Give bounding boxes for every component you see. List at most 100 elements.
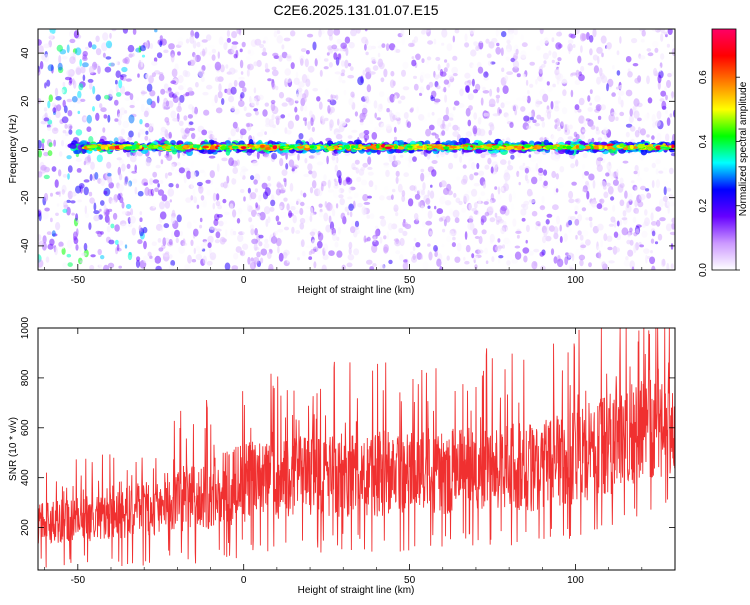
spectrogram-noise-point (499, 109, 502, 114)
spectrogram-noise-point (341, 60, 345, 67)
spectrogram-noise-point (247, 64, 254, 71)
spectrogram-noise-point (67, 240, 73, 249)
spectrogram-noise-point (400, 238, 405, 246)
spectrogram-noise-point (108, 240, 114, 245)
spectrogram-noise-point (449, 118, 453, 121)
spectrogram-noise-point (77, 168, 82, 173)
spectrogram-noise-point (582, 172, 585, 179)
spectrogram-noise-point (559, 166, 564, 172)
spectrogram-noise-point (497, 238, 500, 242)
spectrogram-noise-point (496, 29, 499, 37)
spectrogram-noise-point (653, 68, 657, 76)
spectrogram-noise-point (414, 36, 418, 43)
spectrogram-noise-point (440, 152, 444, 155)
spectrogram-noise-point (601, 261, 606, 268)
spectrogram-noise-point (50, 218, 53, 223)
spectrogram-noise-point (306, 135, 310, 139)
signal-band-point (273, 145, 278, 149)
spectrogram-noise-point (109, 89, 113, 97)
spectrogram-noise-point (158, 238, 162, 243)
spectrogram-noise-point (137, 73, 140, 77)
spectrogram-noise-point (80, 260, 83, 263)
spectrogram-noise-point (71, 213, 75, 216)
spectrogram-noise-point (437, 208, 444, 214)
spectrogram-noise-point (671, 71, 674, 76)
spectrogram-noise-point (118, 240, 123, 245)
spectrogram-noise-point (468, 93, 474, 100)
spectrogram-noise-point (332, 233, 337, 241)
spectrogram-noise-point (255, 214, 261, 221)
spectrogram-noise-point (260, 258, 263, 264)
spectrogram-noise-point (412, 56, 415, 59)
spectrogram-noise-point (98, 260, 103, 268)
spectrogram-noise-point (81, 253, 87, 256)
spectrogram-noise-point (145, 41, 148, 50)
signal-band-point (637, 144, 644, 148)
spectrogram-noise-point (201, 71, 204, 75)
spectrogram-noise-point (586, 191, 589, 200)
spectrogram-noise-point (542, 121, 545, 127)
spectrogram-noise-point (404, 112, 409, 119)
spectrogram-noise-point (663, 181, 669, 186)
spectrogram-noise-point (601, 53, 604, 58)
spectrogram-noise-point (372, 132, 378, 140)
spectrogram-noise-point (506, 71, 513, 75)
spectrogram-noise-point (172, 69, 178, 78)
spectrogram-noise-point (56, 104, 61, 111)
spectrogram-noise-point (444, 95, 447, 103)
spectrogram-noise-point (622, 217, 628, 220)
spectrogram-noise-point (331, 94, 333, 101)
spectrogram-noise-point (454, 101, 460, 106)
spectrogram-noise-point (350, 226, 355, 233)
spectrogram-noise-point (147, 98, 153, 105)
spectrogram-noise-point (237, 234, 243, 242)
spectrogram-noise-point (202, 49, 205, 57)
spectrogram-noise-point (357, 76, 364, 85)
spectrogram-noise-point (525, 168, 529, 174)
spectrogram-noise-point (569, 33, 573, 37)
spectrogram-noise-point (490, 124, 495, 131)
spectrogram-noise-point (69, 77, 72, 83)
spectrogram-noise-point (471, 253, 474, 258)
spectrogram-noise-point (305, 58, 309, 67)
spectrogram-noise-point (562, 107, 567, 114)
spectrogram-noise-point (444, 79, 449, 84)
spectrogram-noise-point (665, 134, 669, 142)
spectrogram-noise-point (201, 130, 207, 136)
spectrogram-noise-point (503, 85, 509, 94)
spectrogram-noise-point (519, 171, 524, 180)
spectrogram-noise-point (140, 211, 143, 215)
spectrogram-noise-point (373, 236, 376, 242)
spectrogram-noise-point (177, 215, 182, 223)
spectrogram-noise-point (202, 39, 208, 42)
spectrogram-noise-point (79, 59, 82, 67)
spectrogram-noise-point (642, 224, 646, 228)
spectrogram-noise-point (635, 229, 639, 234)
spectrogram-noise-point (414, 84, 419, 91)
spectrogram-noise-point (89, 83, 93, 90)
spectrogram-noise-point (258, 241, 262, 246)
spectrogram-noise-point (478, 117, 482, 125)
spectrogram-noise-point (118, 136, 123, 140)
spectrogram-noise-point (510, 155, 514, 160)
spectrogram-noise-point (600, 104, 606, 110)
spectrogram-noise-point (619, 36, 621, 44)
spectrogram-noise-point (340, 43, 347, 49)
spectrogram-noise-point (348, 135, 353, 139)
spectrogram-noise-point (469, 204, 472, 210)
spectrogram-noise-point (539, 176, 542, 181)
spectrogram-noise-point (102, 32, 108, 41)
spectrogram-noise-point (110, 63, 115, 67)
spectrogram-noise-point (637, 201, 643, 207)
spectrogram-noise-point (286, 130, 291, 135)
spectrogram-noise-point (193, 220, 197, 223)
spectrogram-noise-point (42, 212, 49, 220)
spectrogram-noise-point (624, 191, 628, 199)
spectrogram-noise-point (171, 216, 176, 224)
colorbar: 0.00.20.40.6 Normalized spectral amplitu… (698, 29, 749, 277)
spectrogram-noise-point (498, 255, 503, 258)
spectrogram-noise-point (476, 163, 479, 169)
spectrogram-noise-point (113, 213, 117, 220)
spectrogram-noise-point (529, 199, 536, 203)
spectrogram-noise-point (44, 117, 50, 121)
